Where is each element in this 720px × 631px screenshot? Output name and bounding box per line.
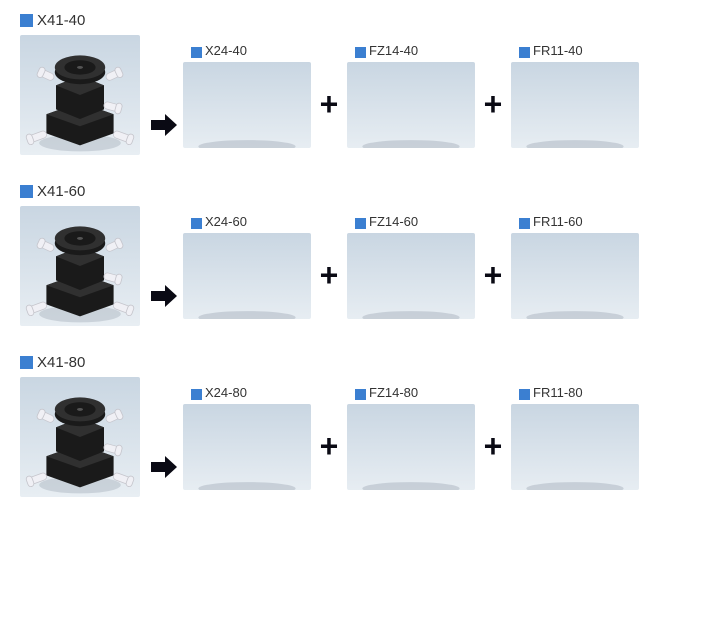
component-label-text: FZ14-40	[369, 43, 418, 58]
bullet-icon	[191, 387, 202, 398]
equation-row: X24-60	[20, 206, 700, 326]
product-row: X41-60	[20, 183, 700, 326]
render-bg	[347, 62, 475, 148]
bullet-icon	[355, 45, 366, 56]
main-label: X41-60	[20, 183, 700, 200]
component-label-text: FR11-80	[533, 385, 583, 400]
plus-operator: +	[479, 230, 507, 320]
assembly-render	[20, 35, 140, 155]
assembly-render	[20, 206, 140, 326]
component-label: X24-60	[191, 214, 247, 229]
component-image	[511, 62, 639, 148]
plus-operator: +	[479, 401, 507, 491]
main-label: X41-80	[20, 354, 700, 371]
component-label: FZ14-80	[355, 385, 418, 400]
component-label: FR11-40	[519, 43, 583, 58]
plus-operator: +	[315, 59, 343, 149]
bullet-icon	[20, 356, 33, 369]
bullet-icon	[519, 45, 530, 56]
component-label-text: FZ14-60	[369, 214, 418, 229]
arrow-operator	[149, 281, 179, 311]
component-label-text: X24-60	[205, 214, 247, 229]
component-image	[511, 404, 639, 490]
equation-row: X24-80	[20, 377, 700, 497]
bullet-icon	[355, 387, 366, 398]
component-label-text: FR11-60	[533, 214, 583, 229]
component-label: X24-40	[191, 43, 247, 58]
render-bg	[183, 62, 311, 148]
main-image	[20, 35, 140, 155]
plus-operator: +	[315, 401, 343, 491]
component: FR11-40	[511, 43, 639, 148]
component-label: FR11-60	[519, 214, 583, 229]
component: FZ14-80	[347, 385, 475, 490]
component: FR11-80	[511, 385, 639, 490]
main-label-text: X41-40	[37, 12, 85, 29]
bullet-icon	[191, 45, 202, 56]
arrow-icon	[149, 452, 179, 482]
component-label: X24-80	[191, 385, 247, 400]
arrow-icon	[149, 110, 179, 140]
component-label-text: FZ14-80	[369, 385, 418, 400]
main-assembly	[20, 35, 145, 155]
component-label: FZ14-40	[355, 43, 418, 58]
component-label: FZ14-60	[355, 214, 418, 229]
product-row: X41-40	[20, 12, 700, 155]
component-label: FR11-80	[519, 385, 583, 400]
product-row: X41-80	[20, 354, 700, 497]
main-image	[20, 206, 140, 326]
component: X24-80	[183, 385, 311, 490]
bullet-icon	[519, 387, 530, 398]
main-label-text: X41-80	[37, 354, 85, 371]
bullet-icon	[20, 185, 33, 198]
bullet-icon	[191, 216, 202, 227]
arrow-operator	[149, 452, 179, 482]
arrow-operator	[149, 110, 179, 140]
main-image	[20, 377, 140, 497]
component-label-text: X24-80	[205, 385, 247, 400]
component-image	[511, 233, 639, 319]
equation-row: X24-40	[20, 35, 700, 155]
render-bg	[347, 404, 475, 490]
bullet-icon	[20, 14, 33, 27]
main-label: X41-40	[20, 12, 700, 29]
component: X24-60	[183, 214, 311, 319]
render-bg	[183, 404, 311, 490]
component-label-text: X24-40	[205, 43, 247, 58]
main-assembly	[20, 206, 145, 326]
component: FZ14-40	[347, 43, 475, 148]
plus-operator: +	[315, 230, 343, 320]
render-bg	[511, 404, 639, 490]
render-bg	[511, 62, 639, 148]
main-assembly	[20, 377, 145, 497]
bullet-icon	[355, 216, 366, 227]
component-image	[347, 404, 475, 490]
component-image	[347, 62, 475, 148]
component-image	[183, 404, 311, 490]
component: X24-40	[183, 43, 311, 148]
render-bg	[183, 233, 311, 319]
component: FZ14-60	[347, 214, 475, 319]
component-image	[183, 233, 311, 319]
render-bg	[347, 233, 475, 319]
component-image	[183, 62, 311, 148]
main-label-text: X41-60	[37, 183, 85, 200]
component: FR11-60	[511, 214, 639, 319]
assembly-render	[20, 377, 140, 497]
plus-operator: +	[479, 59, 507, 149]
component-label-text: FR11-40	[533, 43, 583, 58]
component-image	[347, 233, 475, 319]
bullet-icon	[519, 216, 530, 227]
render-bg	[511, 233, 639, 319]
arrow-icon	[149, 281, 179, 311]
